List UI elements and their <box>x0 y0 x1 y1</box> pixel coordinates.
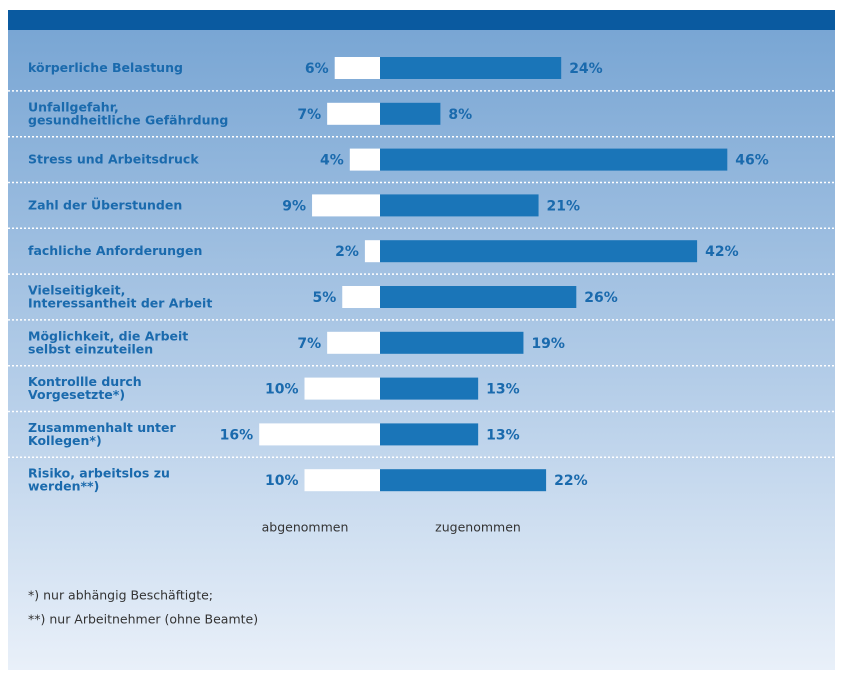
value-label: 26% <box>584 290 618 306</box>
bar <box>312 194 380 217</box>
bar <box>380 57 562 79</box>
header-bar <box>8 10 835 30</box>
footnote: *) nur abhängig Beschäftigte; <box>28 588 213 603</box>
bar <box>304 377 380 400</box>
value-label: 13% <box>486 427 520 443</box>
bar <box>304 469 380 492</box>
bar <box>380 102 441 125</box>
value-label: 13% <box>486 382 520 398</box>
value-label: 19% <box>531 336 565 352</box>
value-label: 7% <box>297 107 321 123</box>
value-label: 16% <box>220 427 254 443</box>
bar <box>380 377 479 400</box>
value-label: 7% <box>297 336 321 352</box>
bar <box>334 57 380 79</box>
category-label: fachliche Anforderungen <box>28 243 202 258</box>
bar <box>380 240 698 263</box>
bar <box>380 286 577 308</box>
category-label: Zusammenhalt unter Kollegen*) <box>28 419 176 447</box>
value-label: 8% <box>448 107 472 123</box>
bar <box>259 423 380 446</box>
legend-label: abgenommen <box>262 520 349 535</box>
value-label: 2% <box>335 244 359 260</box>
value-label: 5% <box>312 290 336 306</box>
bar <box>342 286 380 308</box>
bar <box>380 194 539 217</box>
category-label: Unfallgefahr, gesundheitliche Gefährdung <box>28 99 228 127</box>
bar <box>380 331 524 354</box>
value-label: 6% <box>305 61 329 77</box>
value-label: 24% <box>569 61 603 77</box>
bar <box>380 423 479 446</box>
value-label: 46% <box>735 153 769 169</box>
bar <box>327 331 380 354</box>
value-label: 22% <box>554 473 588 489</box>
bar <box>349 148 380 171</box>
value-label: 9% <box>282 198 306 214</box>
category-label: körperliche Belastung <box>28 60 183 75</box>
value-label: 21% <box>547 198 581 214</box>
value-label: 10% <box>265 473 299 489</box>
footnote: **) nur Arbeitnehmer (ohne Beamte) <box>28 612 258 627</box>
bar <box>380 469 547 492</box>
bar <box>364 240 380 263</box>
legend-label: zugenommen <box>435 520 521 535</box>
bar <box>327 102 380 125</box>
category-label: Stress und Arbeitsdruck <box>28 151 199 166</box>
category-label: Kontrollle durch Vorgesetzte*) <box>28 374 142 402</box>
value-label: 10% <box>265 382 299 398</box>
value-label: 4% <box>320 153 344 169</box>
value-label: 42% <box>705 244 739 260</box>
category-label: Risiko, arbeitslos zu werden**) <box>28 465 170 493</box>
bar <box>380 148 728 171</box>
category-label: Möglichkeit, die Arbeit selbst einzuteile… <box>28 328 188 356</box>
category-label: Zahl der Überstunden <box>28 197 182 212</box>
category-label: Vielseitigkeit, Interessantheit der Arbei… <box>28 282 212 310</box>
